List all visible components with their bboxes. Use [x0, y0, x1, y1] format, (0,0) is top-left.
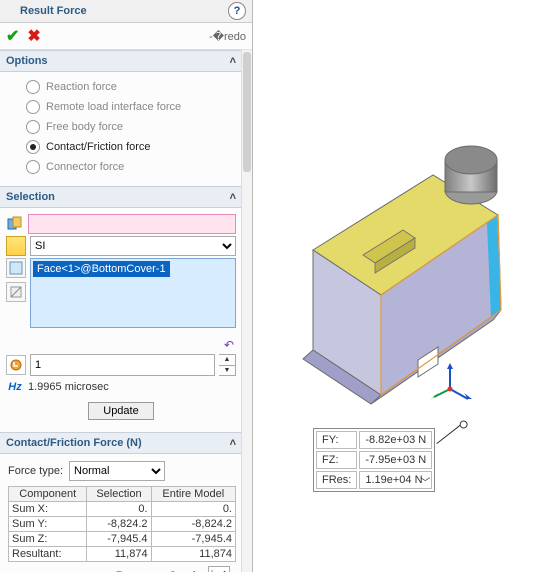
table-row: Sum X:0.0.: [9, 502, 236, 517]
plot-step-spinner[interactable]: ▲▼: [219, 354, 236, 376]
section-header-cfforce[interactable]: Contact/Friction Force (N) ˄: [0, 432, 242, 454]
table-row: Resultant:11,87411,874: [9, 547, 236, 562]
units-icon: [6, 236, 26, 256]
body-filter-icon[interactable]: [6, 215, 24, 233]
col-component: Component: [9, 487, 87, 502]
chevron-up-icon: ˄: [230, 437, 236, 449]
scrollbar-thumb[interactable]: [243, 52, 251, 172]
radio-contact-friction[interactable]: Contact/Friction force: [26, 138, 236, 156]
cfforce-body: Force type: Normal Component Selection E…: [0, 454, 242, 572]
radio-free-body[interactable]: Free body force: [26, 118, 236, 136]
force-type-label: Force type:: [8, 465, 63, 477]
col-selection: Selection: [87, 487, 151, 502]
plot-step-icon: [6, 355, 26, 375]
cancel-button[interactable]: ✖: [27, 26, 40, 46]
radio-label: Remote load interface force: [46, 101, 181, 113]
callout-table: FY:-8.82e+03 N FZ:-7.95e+03 N FRes:1.19e…: [314, 429, 434, 491]
section-header-options[interactable]: Options ˄: [0, 50, 242, 72]
col-entire-model: Entire Model: [151, 487, 235, 502]
section-header-selection[interactable]: Selection ˄: [0, 186, 242, 208]
chevron-up-icon: ˄: [230, 55, 236, 67]
chevron-down-icon[interactable]: ﹀: [420, 474, 430, 489]
hz-icon: Hz: [6, 378, 24, 396]
chevron-up-icon: ˄: [230, 191, 236, 203]
results-table: Component Selection Entire Model Sum X:0…: [8, 486, 236, 562]
section-label: Selection: [6, 191, 55, 203]
callout-label: FZ:: [316, 451, 357, 469]
radio-remote-load[interactable]: Remote load interface force: [26, 98, 236, 116]
action-bar: ✔ ✖ -�redo: [0, 23, 252, 50]
radio-reaction-force[interactable]: Reaction force: [26, 78, 236, 96]
time-label: 1.9965 microsec: [28, 381, 109, 393]
pin-icon[interactable]: -�redo: [209, 30, 246, 43]
response-graph-button[interactable]: [208, 566, 230, 572]
callout-label: FY:: [316, 431, 357, 449]
callout-value: -7.95e+03 N: [359, 451, 432, 469]
viewport-3d[interactable]: FY:-8.82e+03 N FZ:-7.95e+03 N FRes:1.19e…: [253, 0, 535, 572]
panel-result-force: Result Force ? ✔ ✖ -�redo Options ˄ Reac…: [0, 0, 253, 572]
force-type-select[interactable]: Normal: [69, 461, 165, 481]
table-row: Sum Z:-7,945.4-7,945.4: [9, 532, 236, 547]
panel-scrollbar[interactable]: [241, 50, 252, 572]
selection-body: SI Face<1>@BottomCover-1 ↶: [0, 208, 242, 432]
callout-value: -8.82e+03 N: [359, 431, 432, 449]
panel-title: Result Force: [20, 5, 87, 17]
plot-step-input[interactable]: [30, 354, 215, 376]
body-select-input[interactable]: [28, 214, 236, 234]
table-row: Sum Y:-8,824.2-8,824.2: [9, 517, 236, 532]
section-label: Options: [6, 55, 48, 67]
panel-scroll: Options ˄ Reaction force Remote load int…: [0, 50, 242, 572]
units-select[interactable]: SI: [30, 236, 236, 256]
ok-button[interactable]: ✔: [6, 26, 19, 46]
reference-geo-icon[interactable]: [6, 282, 26, 302]
radio-label: Reaction force: [46, 81, 117, 93]
radio-label: Contact/Friction force: [46, 141, 151, 153]
face-item[interactable]: Face<1>@BottomCover-1: [33, 261, 170, 277]
force-callout[interactable]: FY:-8.82e+03 N FZ:-7.95e+03 N FRes:1.19e…: [313, 428, 435, 492]
face-selection-list[interactable]: Face<1>@BottomCover-1: [30, 258, 236, 328]
help-icon[interactable]: ?: [228, 2, 246, 20]
face-filter-icon[interactable]: [6, 258, 26, 278]
section-label: Contact/Friction Force (N): [6, 437, 142, 449]
radio-connector-force[interactable]: Connector force: [26, 158, 236, 176]
table-header-row: Component Selection Entire Model: [9, 487, 236, 502]
options-body: Reaction force Remote load interface for…: [0, 72, 242, 186]
refresh-arrow-icon[interactable]: ↶: [224, 338, 234, 352]
panel-header: Result Force ?: [0, 0, 252, 23]
radio-label: Connector force: [46, 161, 124, 173]
radio-label: Free body force: [46, 121, 123, 133]
callout-label: FRes:: [316, 471, 357, 489]
update-button[interactable]: Update: [88, 402, 153, 420]
